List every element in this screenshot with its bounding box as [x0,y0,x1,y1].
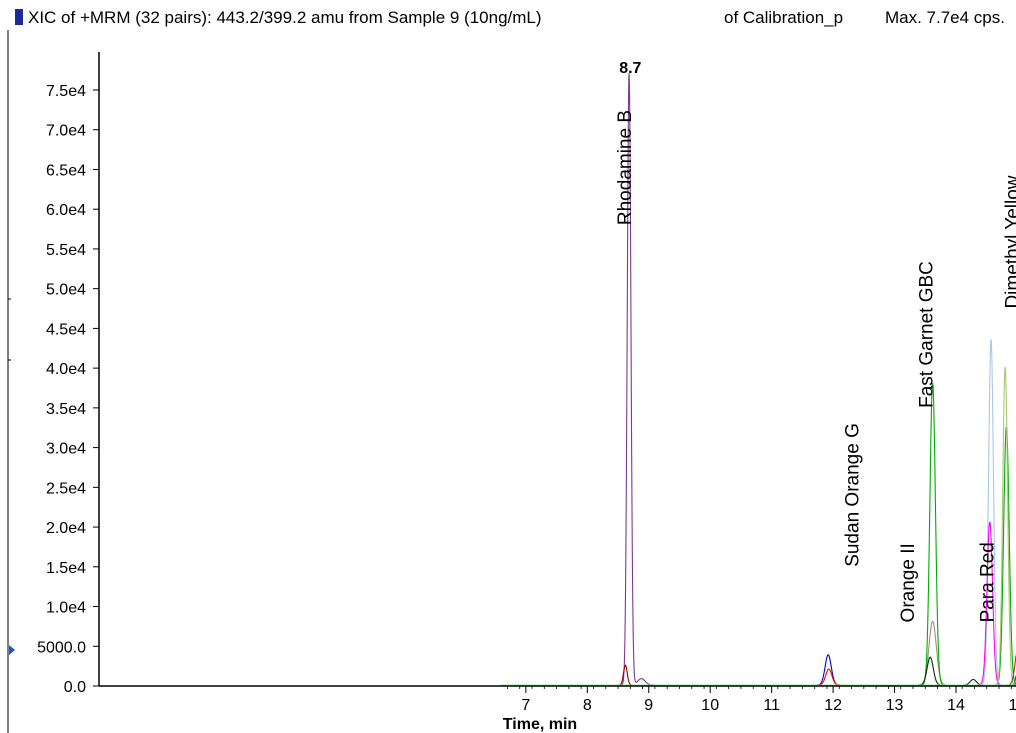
apex-retention-time-label: 8.7 [619,60,641,77]
x-tick-label: 13 [886,697,904,714]
y-tick-label: 1.0e4 [46,600,86,617]
x-tick-label: 15 [1009,697,1016,714]
y-tick-label: 0.0 [64,679,86,696]
y-tick-label: 6.0e4 [46,202,86,219]
y-tick-label: 5.0e4 [46,282,86,299]
peak-label: Dimethyl Yellow [1002,175,1016,308]
x-tick-label: 7 [521,697,530,714]
x-tick-label: 9 [644,697,653,714]
x-tick-label: 12 [824,697,842,714]
y-tick-label: 4.5e4 [46,321,86,338]
x-tick-label: 11 [763,697,780,714]
y-tick-label: 2.0e4 [46,520,86,537]
x-tick-label: 10 [701,697,719,714]
legend-color-marker [15,9,23,25]
peak-label: Para Red [978,542,999,622]
x-axis-title: Time, min [503,716,577,733]
y-tick-label: 2.5e4 [46,480,86,497]
peak-label: Fast Garnet GBC [916,261,937,408]
max-intensity-label: Max. 7.7e4 cps. [885,8,1005,27]
y-tick-label: 3.0e4 [46,441,86,458]
y-tick-label: 1.5e4 [46,560,86,577]
baseline-marker-icon [9,645,15,655]
x-tick-label: 14 [947,697,965,714]
file-name-fragment: of Calibration_p [724,8,843,27]
peak-label: Sudan Orange G [843,423,864,567]
y-tick-label: 3.5e4 [46,401,86,418]
y-tick-label: 5.5e4 [46,242,86,259]
y-tick-label: 6.5e4 [46,162,86,179]
x-tick-label: 8 [583,697,592,714]
peak-label: Orange II [898,543,919,622]
y-tick-label: 4.0e4 [46,361,86,378]
y-tick-label: 5000.0 [37,639,86,656]
chart-title: XIC of +MRM (32 pairs): 443.2/399.2 amu … [28,8,542,27]
y-tick-label: 7.5e4 [46,83,86,100]
peak-label: Rhodamine B [615,110,636,225]
y-tick-label: 7.0e4 [46,123,86,140]
